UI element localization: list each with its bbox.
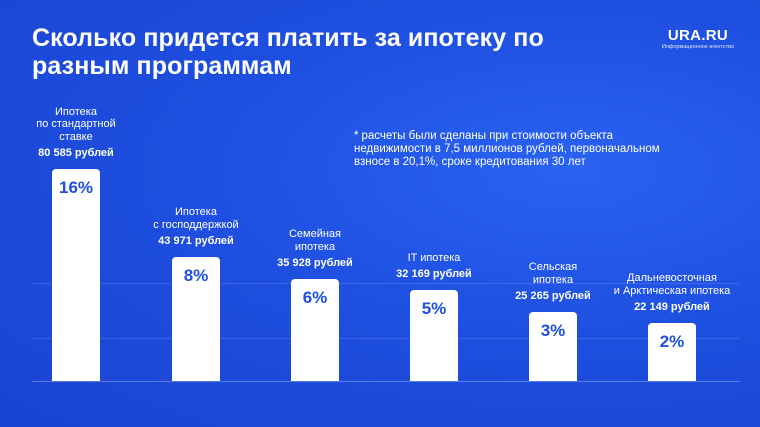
category-label: Ипотека с господдержкой xyxy=(153,206,239,231)
category-label: Семейная ипотека xyxy=(288,228,342,253)
category-label: IT ипотека xyxy=(407,251,461,264)
brand-logo: URA.RU Информационное агентство xyxy=(656,28,740,51)
payment-label: 80 585 рублей xyxy=(38,147,114,159)
category-label: Ипотека по стандартной ставке xyxy=(36,105,116,143)
bar xyxy=(172,257,220,381)
brand-subtitle: Информационное агентство xyxy=(661,44,735,50)
bar xyxy=(529,312,577,381)
gridline xyxy=(32,283,740,284)
gridline xyxy=(32,338,740,339)
category-label: Дальневосточная и Арктическая ипотека xyxy=(613,272,731,297)
footnote-star: * xyxy=(354,130,359,142)
bar xyxy=(648,323,696,381)
bar-rate-label: 5% xyxy=(421,299,447,318)
bar-rate-label: 3% xyxy=(540,321,566,340)
bar-rate-label: 8% xyxy=(183,266,209,285)
page-title: Сколько придется платить за ипотеку по р… xyxy=(32,24,544,80)
payment-label: 32 169 рублей xyxy=(396,268,472,280)
chart-baseline xyxy=(32,381,740,382)
payment-label: 35 928 рублей xyxy=(277,257,353,269)
bar-rate-label: 16% xyxy=(58,178,94,197)
category-label: Сельская ипотека xyxy=(528,261,578,286)
brand-name: URA.RU xyxy=(667,27,729,44)
payment-label: 25 265 рублей xyxy=(515,290,591,302)
bar xyxy=(291,279,339,381)
payment-label: 22 149 рублей xyxy=(634,301,710,313)
bar-rate-label: 2% xyxy=(659,332,685,351)
bar xyxy=(52,169,100,381)
footnote: * расчеты были сделаны при стоимости объе… xyxy=(354,130,674,169)
payment-label: 43 971 рублей xyxy=(158,235,234,247)
bar xyxy=(410,290,458,381)
bar-rate-label: 6% xyxy=(302,288,328,307)
footnote-text: расчеты были сделаны при стоимости объек… xyxy=(354,130,660,168)
